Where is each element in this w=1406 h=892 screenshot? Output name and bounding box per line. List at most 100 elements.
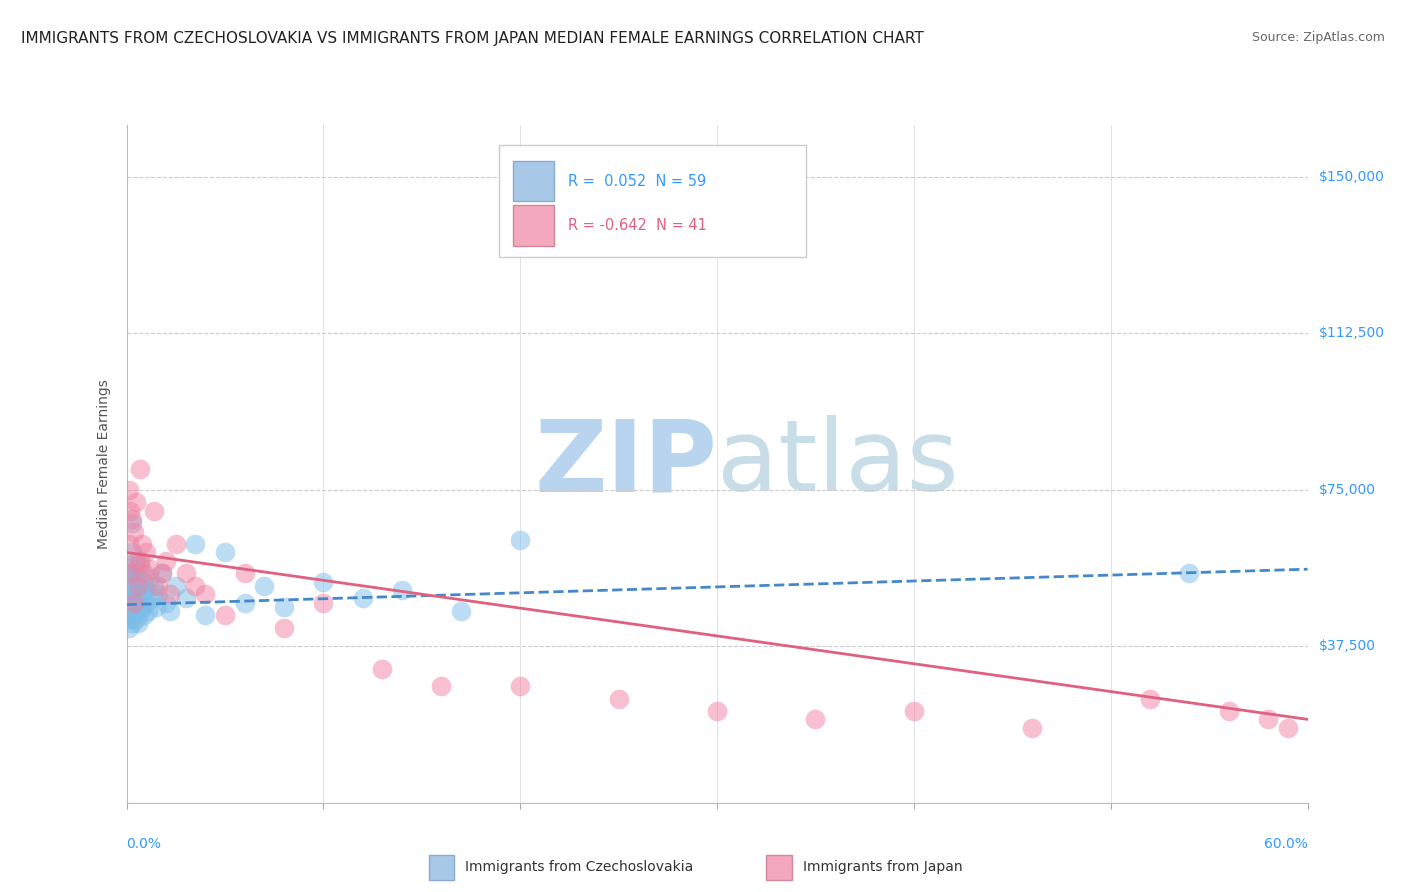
Point <box>143 504 166 518</box>
Point <box>117 483 139 497</box>
Point <box>135 582 157 597</box>
Y-axis label: Median Female Earnings: Median Female Earnings <box>97 379 111 549</box>
Text: 0.0%: 0.0% <box>127 837 162 851</box>
Point <box>124 596 146 610</box>
Point <box>134 608 156 623</box>
Point <box>143 579 166 593</box>
Point <box>139 570 162 584</box>
Point <box>125 554 148 568</box>
Point <box>312 574 335 589</box>
Point <box>120 596 142 610</box>
Point <box>120 558 142 572</box>
Point <box>124 604 146 618</box>
Point <box>150 566 173 581</box>
Point <box>136 604 159 618</box>
Point <box>509 533 531 547</box>
Point <box>127 579 149 593</box>
Point <box>135 596 157 610</box>
Text: $75,000: $75,000 <box>1319 483 1375 497</box>
Text: atlas: atlas <box>717 416 959 512</box>
Point <box>706 704 728 718</box>
Text: ZIP: ZIP <box>534 416 717 512</box>
Point <box>124 570 146 584</box>
Point <box>184 579 207 593</box>
Point <box>159 587 181 601</box>
Point <box>121 591 143 606</box>
Point <box>120 504 142 518</box>
Point <box>174 566 197 581</box>
Point <box>903 704 925 718</box>
Point <box>125 562 148 576</box>
Point <box>450 604 472 618</box>
Point <box>1139 691 1161 706</box>
Bar <box>513 205 554 246</box>
Point <box>155 554 177 568</box>
Point <box>134 566 156 581</box>
Point <box>129 579 152 593</box>
Text: IMMIGRANTS FROM CZECHOSLOVAKIA VS IMMIGRANTS FROM JAPAN MEDIAN FEMALE EARNINGS C: IMMIGRANTS FROM CZECHOSLOVAKIA VS IMMIGR… <box>21 31 924 46</box>
Point <box>121 512 143 526</box>
Point <box>129 558 152 572</box>
Point <box>146 587 169 601</box>
Point <box>131 587 153 601</box>
Point <box>1178 566 1201 581</box>
Point <box>233 596 256 610</box>
Point <box>135 545 157 559</box>
Text: $37,500: $37,500 <box>1319 640 1375 653</box>
Point <box>125 495 148 509</box>
Point <box>1257 712 1279 726</box>
Point <box>150 566 173 581</box>
Point <box>1021 721 1043 735</box>
Point <box>117 579 139 593</box>
FancyBboxPatch shape <box>499 145 806 257</box>
Point <box>146 579 169 593</box>
Point <box>141 591 163 606</box>
Point <box>124 587 146 601</box>
Text: Immigrants from Czechoslovakia: Immigrants from Czechoslovakia <box>465 860 693 874</box>
Point <box>194 608 217 623</box>
Point <box>120 566 142 581</box>
Point <box>117 537 139 551</box>
Point <box>1218 704 1240 718</box>
Point <box>124 524 146 539</box>
Point <box>174 591 197 606</box>
Point <box>139 562 162 576</box>
Point <box>214 608 236 623</box>
Text: $150,000: $150,000 <box>1319 170 1385 184</box>
Point <box>117 566 139 581</box>
Point <box>352 591 374 606</box>
Point <box>145 599 167 614</box>
Text: Source: ZipAtlas.com: Source: ZipAtlas.com <box>1251 31 1385 45</box>
Point <box>131 537 153 551</box>
Text: 60.0%: 60.0% <box>1264 837 1308 851</box>
Point <box>165 537 187 551</box>
Point <box>127 570 149 584</box>
Point <box>804 712 827 726</box>
Text: $112,500: $112,500 <box>1319 326 1385 341</box>
Point <box>120 574 142 589</box>
Point <box>120 582 142 597</box>
Point <box>117 587 139 601</box>
Point <box>127 616 149 631</box>
Point <box>509 679 531 693</box>
Point <box>273 621 295 635</box>
Bar <box>513 161 554 202</box>
Point <box>165 579 187 593</box>
Text: R =  0.052  N = 59: R = 0.052 N = 59 <box>568 174 706 188</box>
Point <box>273 599 295 614</box>
Point <box>129 462 152 476</box>
Point <box>214 545 236 559</box>
Point <box>121 545 143 559</box>
Point <box>159 604 181 618</box>
Point <box>194 587 217 601</box>
Point <box>184 537 207 551</box>
Point <box>391 582 413 597</box>
Text: Immigrants from Japan: Immigrants from Japan <box>803 860 963 874</box>
Point <box>129 604 152 618</box>
Text: R = -0.642  N = 41: R = -0.642 N = 41 <box>568 219 707 233</box>
Point <box>312 596 335 610</box>
Point <box>155 596 177 610</box>
Point <box>131 599 153 614</box>
Point <box>117 621 139 635</box>
Point <box>121 516 143 531</box>
